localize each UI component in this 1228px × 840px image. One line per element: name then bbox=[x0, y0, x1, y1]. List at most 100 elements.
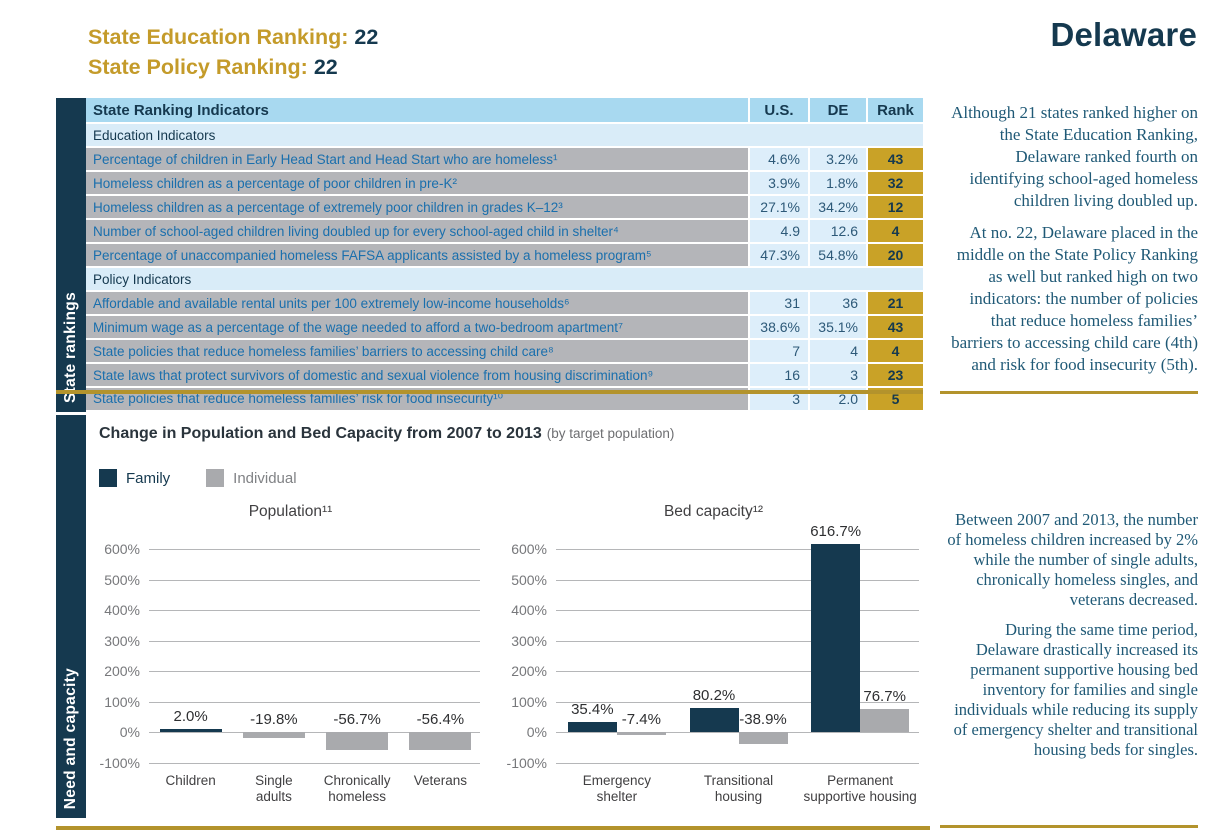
us-value-cell: 31 bbox=[748, 292, 808, 314]
us-value-cell: 38.6% bbox=[748, 316, 808, 338]
gridline bbox=[556, 701, 919, 703]
rank-cell: 4 bbox=[866, 340, 923, 362]
gridline bbox=[149, 763, 480, 764]
rank-cell: 32 bbox=[866, 172, 923, 194]
note-divider-rule bbox=[940, 391, 1198, 394]
capacity-note-paragraph: During the same time period, Delaware dr… bbox=[953, 620, 1198, 759]
y-axis-tick-label: 500% bbox=[104, 571, 140, 588]
header-us: U.S. bbox=[748, 98, 808, 122]
rank-cell: 23 bbox=[866, 364, 923, 386]
y-axis-tick-label: 0% bbox=[526, 724, 547, 741]
table-header-row: State Ranking Indicators U.S. DE Rank bbox=[86, 98, 923, 124]
y-axis-tick-label: 200% bbox=[104, 663, 140, 680]
plot-area: 2.0% -19.8% -56.7% -56.4% bbox=[149, 549, 482, 764]
table-row: State laws that protect survivors of dom… bbox=[86, 364, 923, 388]
bar-value-label: 80.2% bbox=[692, 686, 736, 704]
rank-cell: 4 bbox=[866, 220, 923, 242]
bar-value-label: 2.0% bbox=[173, 708, 208, 726]
de-value-cell: 54.8% bbox=[808, 244, 866, 266]
bar-value-label: -56.7% bbox=[333, 711, 381, 729]
bar-individual bbox=[409, 732, 472, 750]
legend-label: Individual bbox=[233, 469, 297, 487]
gridline bbox=[149, 640, 480, 642]
page-title: Delaware bbox=[1050, 16, 1197, 53]
rank-cell: 20 bbox=[866, 244, 923, 266]
bar-individual bbox=[738, 732, 788, 745]
family-swatch-icon bbox=[99, 469, 117, 487]
plot-area: 35.4% -7.4% 80.2% -38.9% 616.7% 76.7% bbox=[556, 523, 921, 764]
x-axis-category-label: Single adults bbox=[255, 773, 293, 805]
us-value-cell: 4.9 bbox=[748, 220, 808, 242]
de-value-cell: 34.2% bbox=[808, 196, 866, 218]
bar-individual bbox=[242, 732, 305, 739]
policy-ranking-heading: State Policy Ranking: 22 bbox=[88, 52, 378, 82]
x-axis-category-label: Chronically homeless bbox=[323, 773, 391, 805]
x-axis-category-label: Veterans bbox=[413, 773, 468, 788]
header-de: DE bbox=[808, 98, 866, 122]
gridline bbox=[556, 579, 919, 581]
indicator-cell: Percentage of unaccompanied homeless FAF… bbox=[86, 244, 748, 266]
x-axis-category-label: Permanent supportive housing bbox=[803, 773, 917, 805]
de-value-cell: 35.1% bbox=[808, 316, 866, 338]
gridline bbox=[149, 732, 480, 734]
legend-item-individual: Individual bbox=[206, 469, 297, 487]
bar-family bbox=[811, 543, 861, 733]
education-ranking-label: State Education Ranking: bbox=[88, 25, 349, 49]
de-value-cell: 4 bbox=[808, 340, 866, 362]
bar-individual bbox=[860, 708, 910, 733]
bar-value-label: -56.4% bbox=[416, 711, 465, 729]
bar-individual bbox=[326, 732, 389, 750]
capacity-note-paragraph: Between 2007 and 2013, the number of hom… bbox=[947, 510, 1198, 609]
bar-value-label: -7.4% bbox=[621, 711, 661, 729]
y-axis-tick-label: 500% bbox=[511, 571, 547, 588]
gridline bbox=[556, 763, 919, 764]
table-row: Homeless children as a percentage of poo… bbox=[86, 172, 923, 196]
x-axis-category-label: Transitional housing bbox=[703, 773, 774, 805]
indicator-cell: State policies that reduce homeless fami… bbox=[86, 340, 748, 362]
indicator-cell: Number of school-aged children living do… bbox=[86, 220, 748, 242]
y-axis-tick-label: 400% bbox=[511, 602, 547, 619]
gridline bbox=[149, 610, 480, 612]
education-ranking-value: 22 bbox=[354, 25, 379, 49]
chart-body: 600% 500% 400% 300% 200% 100% 0% -100% 35.4% -7.… bbox=[506, 523, 921, 771]
bar-value-label: -38.9% bbox=[739, 711, 787, 729]
y-axis-tick-label: 100% bbox=[104, 693, 140, 710]
table-row: Percentage of unaccompanied homeless FAF… bbox=[86, 244, 923, 268]
x-axis-category-label: Emergency shelter bbox=[582, 773, 651, 805]
y-axis-tick-label: 400% bbox=[104, 602, 140, 619]
individual-swatch-icon bbox=[206, 469, 225, 487]
x-axis: Children Single adults Chronically homeles… bbox=[149, 773, 482, 805]
y-axis-tick-label: 0% bbox=[119, 724, 140, 741]
bed-capacity-chart-title: Bed capacity¹² bbox=[663, 503, 764, 520]
bar-family bbox=[689, 707, 739, 733]
bar-individual bbox=[616, 732, 666, 736]
bed-capacity-chart: Bed capacity¹² 600% 500% 400% 300% 200% 100% 0… bbox=[506, 503, 921, 805]
section-divider-rule bbox=[56, 826, 930, 830]
bar-value-label: 35.4% bbox=[571, 700, 614, 718]
legend-item-family: Family bbox=[99, 469, 170, 487]
gridline bbox=[149, 549, 480, 550]
us-value-cell: 3.9% bbox=[748, 172, 808, 194]
chart-section-title-suffix: (by target population) bbox=[546, 426, 675, 441]
bar-value-label: 616.7% bbox=[810, 522, 862, 540]
chart-legend: Family Individual bbox=[99, 469, 930, 487]
gridline bbox=[556, 549, 919, 550]
indicator-cell: Affordable and available rental units pe… bbox=[86, 292, 748, 314]
education-indicators-subheader: Education Indicators bbox=[86, 124, 923, 148]
rank-cell: 21 bbox=[866, 292, 923, 314]
y-axis-tick-label: -100% bbox=[99, 755, 140, 771]
chart-section-title-text: Change in Population and Bed Capacity fr… bbox=[99, 425, 542, 442]
gridline bbox=[556, 640, 919, 642]
gridline bbox=[556, 732, 919, 734]
x-axis-category-label: Children bbox=[165, 773, 216, 788]
rankings-note: Although 21 states ranked higher on the … bbox=[940, 102, 1198, 376]
de-value-cell: 36 bbox=[808, 292, 866, 314]
us-value-cell: 16 bbox=[748, 364, 808, 386]
chart-body: 600% 500% 400% 300% 200% 100% 0% -100% 2.0% -19.… bbox=[99, 541, 482, 771]
y-axis-tick-label: 600% bbox=[104, 541, 140, 557]
population-chart-title: Population¹¹ bbox=[248, 503, 333, 520]
state-rankings-section: State rankings State Ranking Indicators … bbox=[56, 98, 923, 412]
y-axis-tick-label: 200% bbox=[511, 663, 547, 680]
indicator-cell: Minimum wage as a percentage of the wage… bbox=[86, 316, 748, 338]
